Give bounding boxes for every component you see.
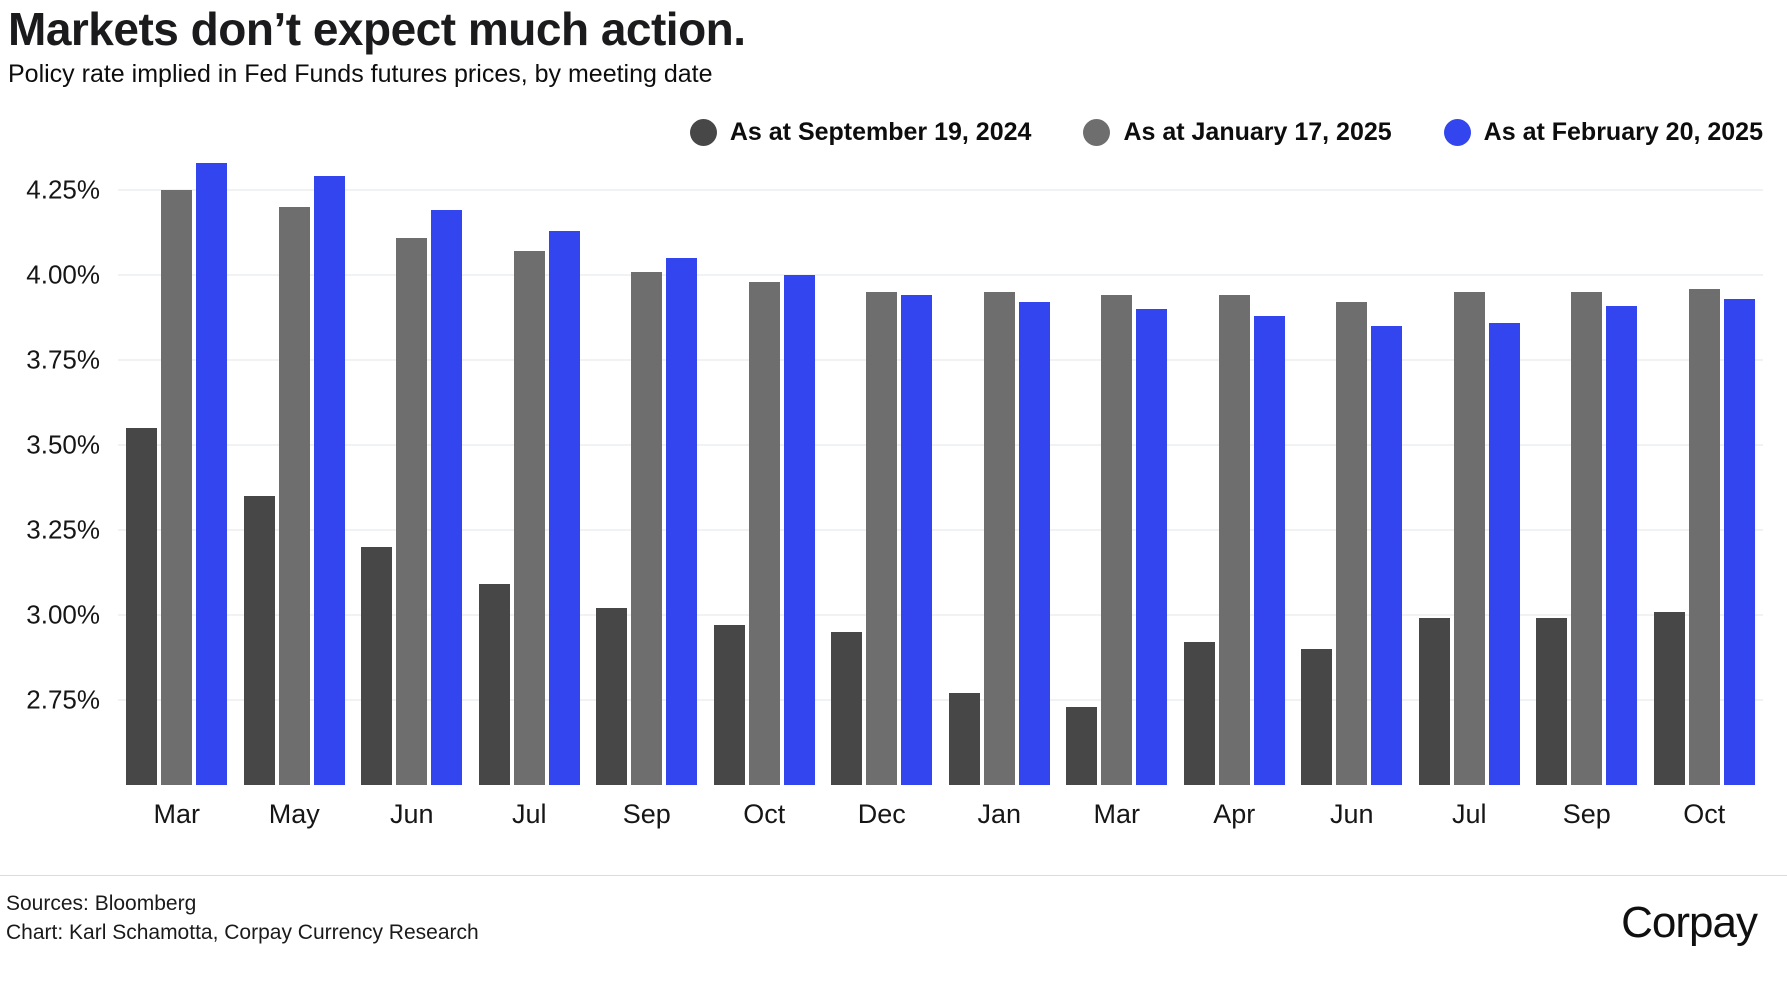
legend-item: As at September 19, 2024 [689, 118, 1032, 147]
bar-as-at-january-17-2025-sep-12 [1571, 292, 1603, 785]
x-tick-label-jan-7: Jan [977, 799, 1022, 829]
x-tick-label-mar-8: Mar [1093, 799, 1141, 829]
bar-as-at-february-20-2025-sep-4 [666, 258, 698, 785]
bar-as-at-september-19-2024-dec-6 [831, 632, 863, 785]
bar-as-at-september-19-2024-mar-0 [126, 428, 158, 785]
bar-as-at-september-19-2024-jul-3 [478, 584, 510, 785]
legend-dot-icon [1083, 119, 1111, 146]
bar-as-at-september-19-2024-jun-2 [361, 547, 393, 785]
bar-as-at-september-19-2024-oct-13 [1653, 611, 1685, 785]
y-tick-label: 4.25% [26, 174, 100, 205]
gridline-4.25% [118, 189, 1763, 191]
x-tick-label-sep-12: Sep [1562, 799, 1611, 829]
legend-dot-icon [1443, 119, 1471, 146]
y-tick-label: 2.75% [26, 684, 100, 715]
x-tick-label-jul-3: Jul [511, 799, 547, 829]
credit-text: Chart: Karl Schamotta, Corpay Currency R… [6, 921, 479, 944]
bar-as-at-january-17-2025-may-1 [278, 207, 310, 785]
y-tick-label: 3.00% [26, 599, 100, 630]
gridline-3.25% [118, 529, 1763, 531]
corpay-logo: Corpay [1621, 898, 1758, 948]
bar-chart-plot-area: Mar May Jun Jul Sep Oct Dec Jan Mar Apr Jun Jul Sep O… [118, 105, 1763, 829]
bar-as-at-february-20-2025-jun-2 [431, 210, 463, 785]
bar-as-at-january-17-2025-sep-4 [631, 271, 663, 785]
bar-as-at-february-20-2025-may-1 [313, 176, 345, 785]
bar-as-at-september-19-2024-apr-9 [1183, 642, 1215, 785]
bar-as-at-january-17-2025-jun-10 [1336, 302, 1368, 785]
x-tick-label-oct-13: Oct [1683, 799, 1726, 829]
x-tick-label-jun-10: Jun [1329, 799, 1374, 829]
bar-as-at-february-20-2025-jan-7 [1018, 302, 1050, 785]
bar-as-at-february-20-2025-oct-5 [783, 275, 815, 785]
y-tick-label: 3.75% [26, 344, 100, 375]
gridline-4.00% [118, 274, 1763, 276]
x-tick-label-jul-11: Jul [1451, 799, 1487, 829]
x-tick-label-dec-6: Dec [857, 799, 906, 829]
chart-subtitle: Policy rate implied in Fed Funds futures… [8, 60, 713, 88]
legend-item: As at February 20, 2025 [1443, 118, 1763, 147]
bar-as-at-september-19-2024-mar-8 [1066, 706, 1098, 785]
sources-text: Sources: Bloomberg [6, 892, 197, 915]
x-tick-label-apr-9: Apr [1213, 799, 1256, 829]
bar-as-at-january-17-2025-jul-3 [513, 251, 545, 785]
legend-dot-icon [689, 119, 717, 146]
x-tick-label-jun-2: Jun [389, 799, 434, 829]
x-tick-label-oct-5: Oct [743, 799, 786, 829]
gridline-2.75% [118, 699, 1763, 701]
bar-as-at-september-19-2024-sep-4 [596, 608, 628, 785]
bar-as-at-january-17-2025-oct-5 [748, 281, 780, 785]
bar-as-at-september-19-2024-jun-10 [1301, 649, 1333, 785]
bar-as-at-february-20-2025-sep-12 [1606, 305, 1638, 785]
bar-as-at-september-19-2024-sep-12 [1536, 618, 1568, 785]
x-tick-label-mar-0: Mar [153, 799, 201, 829]
bar-as-at-february-20-2025-jul-11 [1488, 322, 1520, 785]
gridline-3.00% [118, 614, 1763, 616]
legend-label: As at February 20, 2025 [1483, 118, 1763, 146]
bar-as-at-january-17-2025-jun-2 [396, 237, 428, 785]
y-axis: 4.25% 4.00% 3.75% 3.50% 3.25% 3.00% 2.75% [0, 105, 106, 785]
legend-label: As at January 17, 2025 [1123, 118, 1392, 146]
bar-as-at-january-17-2025-dec-6 [866, 292, 898, 785]
bar-as-at-september-19-2024-oct-5 [713, 625, 745, 785]
gridline-3.75% [118, 359, 1763, 361]
bar-as-at-february-20-2025-dec-6 [901, 295, 933, 785]
bar-as-at-january-17-2025-jan-7 [983, 292, 1015, 785]
bar-as-at-january-17-2025-jul-11 [1453, 292, 1485, 785]
legend-label: As at September 19, 2024 [729, 118, 1032, 146]
bar-as-at-february-20-2025-mar-0 [196, 162, 228, 785]
y-tick-label: 3.50% [26, 429, 100, 460]
bar-as-at-february-20-2025-jun-10 [1371, 326, 1403, 785]
x-tick-label-sep-4: Sep [622, 799, 671, 829]
legend-item: As at January 17, 2025 [1083, 118, 1392, 147]
bar-as-at-january-17-2025-oct-13 [1688, 288, 1720, 785]
bar-as-at-september-19-2024-jul-11 [1418, 618, 1450, 785]
footer-divider [0, 875, 1787, 876]
chart-title: Markets don’t expect much action. [8, 3, 746, 55]
bar-as-at-february-20-2025-oct-13 [1723, 298, 1755, 785]
bar-as-at-september-19-2024-may-1 [243, 496, 275, 785]
bar-as-at-february-20-2025-apr-9 [1253, 315, 1285, 785]
bar-as-at-january-17-2025-mar-0 [161, 190, 193, 785]
x-tick-label-may-1: May [268, 799, 320, 829]
bar-as-at-january-17-2025-apr-9 [1218, 295, 1250, 785]
y-tick-label: 3.25% [26, 514, 100, 545]
bar-as-at-february-20-2025-jul-3 [548, 230, 580, 785]
bar-as-at-january-17-2025-mar-8 [1101, 295, 1133, 785]
gridline-3.50% [118, 444, 1763, 446]
y-tick-label: 4.00% [26, 259, 100, 290]
legend: As at September 19, 2024 As at January 17… [689, 118, 1763, 147]
corpay-logo-text: Corpay [1621, 898, 1758, 947]
bar-as-at-february-20-2025-mar-8 [1136, 309, 1168, 785]
bar-as-at-september-19-2024-jan-7 [948, 693, 980, 785]
